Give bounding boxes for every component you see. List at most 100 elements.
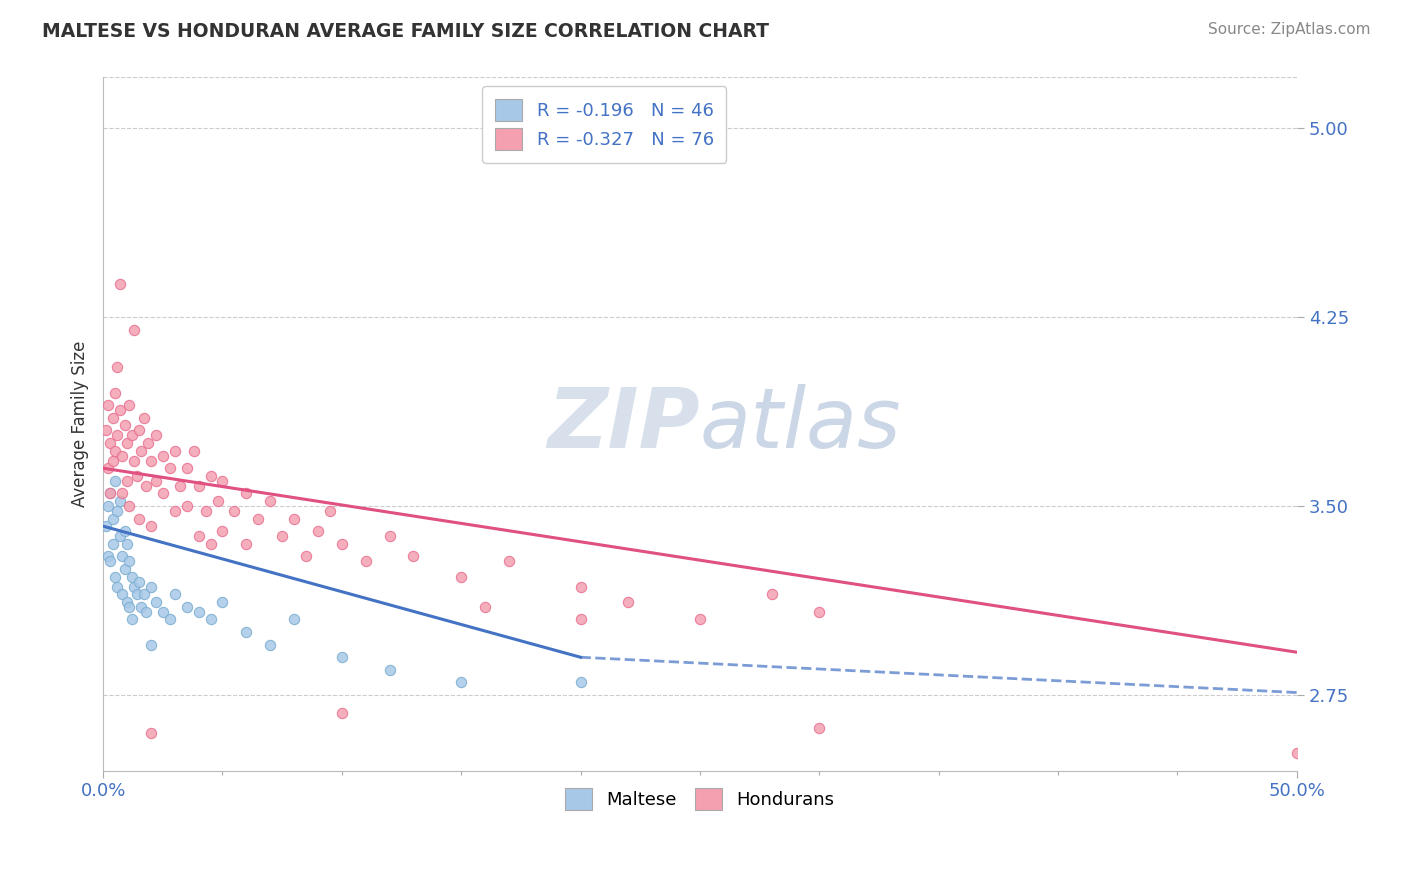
Text: atlas: atlas (700, 384, 901, 465)
Point (122, 322, 145, 336)
Point (183, 443, 205, 458)
Point (101, 453, 124, 467)
Point (163, 443, 186, 458)
Point (135, 605, 157, 619)
Point (132, 587, 155, 601)
Point (115, 436, 138, 450)
Point (569, 612, 592, 626)
Point (200, 537, 222, 551)
Point (94, 519, 117, 533)
Point (378, 529, 401, 543)
Point (101, 537, 124, 551)
Point (450, 569, 472, 583)
Point (98, 486, 121, 500)
Point (450, 675, 472, 690)
Point (283, 612, 305, 626)
Point (121, 612, 143, 626)
Point (1285, 746, 1308, 760)
Point (271, 529, 294, 543)
Point (259, 494, 281, 508)
Point (211, 524, 233, 539)
Point (118, 599, 141, 614)
Point (94, 423, 117, 437)
Point (111, 486, 134, 500)
Point (132, 410, 155, 425)
Point (111, 549, 134, 564)
Point (159, 612, 181, 626)
Point (330, 706, 353, 720)
Point (235, 486, 257, 500)
Point (97, 499, 120, 513)
Point (295, 549, 318, 564)
Point (211, 595, 233, 609)
Point (97, 398, 120, 412)
Point (108, 403, 131, 417)
Point (354, 554, 377, 568)
Point (145, 595, 167, 609)
Point (107, 580, 129, 594)
Point (211, 474, 233, 488)
Point (114, 524, 136, 539)
Point (104, 474, 127, 488)
Point (176, 599, 198, 614)
Y-axis label: Average Family Size: Average Family Size (72, 341, 89, 508)
Point (101, 410, 124, 425)
Point (121, 428, 143, 442)
Point (283, 511, 305, 525)
Point (108, 277, 131, 292)
Point (118, 499, 141, 513)
Point (617, 595, 640, 609)
Point (330, 537, 353, 551)
Point (98, 436, 121, 450)
Point (307, 524, 329, 539)
Point (152, 449, 174, 463)
Point (200, 612, 222, 626)
Point (111, 587, 134, 601)
Point (176, 461, 198, 475)
Point (808, 605, 831, 619)
Point (235, 537, 257, 551)
Point (101, 511, 124, 525)
Point (187, 529, 209, 543)
Point (128, 423, 150, 437)
Point (207, 494, 229, 508)
Point (163, 587, 186, 601)
Point (139, 726, 162, 740)
Point (187, 605, 209, 619)
Point (121, 569, 143, 583)
Point (235, 625, 257, 640)
Point (139, 580, 162, 594)
Point (107, 428, 129, 442)
Point (122, 453, 145, 467)
Point (118, 398, 141, 412)
Point (115, 595, 138, 609)
Point (569, 675, 592, 690)
Point (139, 453, 162, 467)
Point (224, 504, 246, 518)
Point (128, 511, 150, 525)
Point (114, 418, 136, 433)
Point (689, 612, 711, 626)
Point (378, 663, 401, 677)
Point (97, 461, 120, 475)
Point (163, 504, 186, 518)
Point (139, 638, 162, 652)
Point (152, 486, 174, 500)
Point (125, 468, 148, 483)
Point (247, 511, 270, 525)
Point (200, 468, 222, 483)
Point (104, 385, 127, 400)
Point (194, 504, 217, 518)
Point (139, 519, 162, 533)
Point (104, 569, 127, 583)
Point (107, 360, 129, 375)
Point (98, 554, 121, 568)
Legend: Maltese, Hondurans: Maltese, Hondurans (551, 773, 849, 824)
Point (122, 580, 145, 594)
Point (152, 605, 174, 619)
Point (118, 554, 141, 568)
Point (131, 443, 153, 458)
Text: ZIP: ZIP (547, 384, 700, 465)
Point (135, 479, 157, 493)
Point (808, 721, 831, 735)
